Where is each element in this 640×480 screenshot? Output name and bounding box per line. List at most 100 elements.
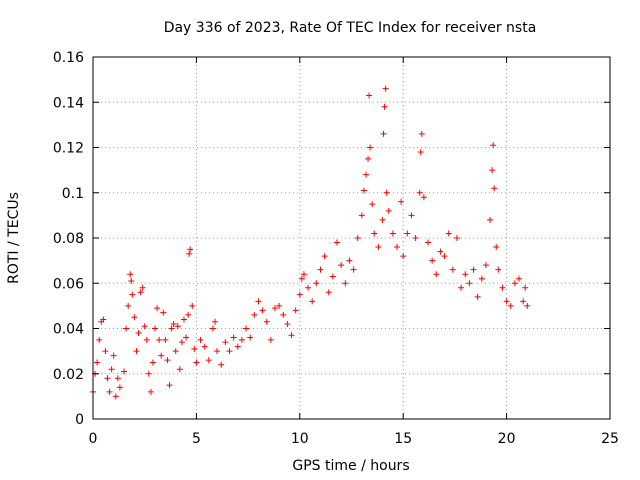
data-point [350,266,357,273]
data-point [168,325,175,332]
data-point [209,325,216,332]
data-point [499,284,506,291]
y-tick-label: 0.04 [53,322,84,338]
data-point [156,336,163,343]
y-tick-label: 0.16 [53,50,84,66]
y-tick-label: 0.1 [62,186,84,202]
data-point [334,239,341,246]
data-point [139,284,146,291]
data-point [123,325,130,332]
data-point [193,359,200,366]
data-point [416,189,423,196]
data-point [205,357,212,364]
data-point [189,302,196,309]
data-point [180,316,187,323]
data-point [280,311,287,318]
data-point [398,198,405,205]
data-point [520,298,527,305]
x-tick-label: 25 [601,431,619,447]
data-point [276,302,283,309]
data-point [367,144,374,151]
y-tick-label: 0 [75,412,84,428]
data-point [267,336,274,343]
data-point [218,361,225,368]
data-point [127,271,134,278]
data-point [201,343,208,350]
data-point [491,185,498,192]
data-point [342,280,349,287]
data-point [474,293,481,300]
data-point [121,368,128,375]
data-point [214,348,221,355]
data-point [141,323,148,330]
data-point [309,298,316,305]
data-point [449,266,456,273]
data-point [197,336,204,343]
data-point [313,280,320,287]
data-point [338,262,345,269]
data-point [495,266,502,273]
data-point [112,393,119,400]
data-point [234,343,241,350]
data-point [503,298,510,305]
data-point [437,248,444,255]
data-point [145,370,152,377]
data-point [110,352,117,359]
data-point [482,262,489,269]
data-point [412,235,419,241]
data-point [288,332,295,339]
data-point [152,325,159,332]
x-tick-label: 5 [192,431,201,447]
x-axis-label: GPS time / hours [292,458,409,474]
data-point [522,284,529,291]
data-point [158,352,165,359]
data-point [263,318,270,325]
x-tick-labels: 0 5 10 15 20 25 [89,431,619,447]
data-point [255,298,262,305]
plot-frame [92,56,611,420]
data-point [417,149,424,156]
y-tick-label: 0.12 [53,141,84,157]
data-point [238,336,245,343]
data-point [271,305,278,312]
data-point [243,325,250,332]
data-point [247,334,254,341]
x-tick-label: 15 [394,431,412,447]
data-point [379,216,386,223]
x-tick-label: 0 [89,431,98,447]
x-tick-label: 10 [291,431,309,447]
data-point [381,103,388,110]
data-point [114,375,121,382]
data-point [441,253,448,260]
data-point [383,189,390,196]
data-point [147,388,154,395]
data-point [96,336,103,343]
data-point [222,339,229,346]
data-point [470,266,477,273]
data-point [133,348,140,355]
data-point [493,244,500,251]
data-point [490,142,497,149]
data-point [178,339,185,346]
data-point [174,323,181,330]
data-point [172,348,179,355]
data-point [226,348,233,355]
data-point [259,307,266,314]
data-point [104,375,111,382]
data-point [380,130,387,137]
data-point [346,257,353,264]
data-point [404,230,411,237]
x-tick-label: 20 [498,431,516,447]
data-point [462,271,469,278]
y-tick-labels: 0 0.02 0.04 0.06 0.08 0.1 0.12 0.14 0.16 [53,50,84,428]
data-point [329,273,336,280]
data-point [360,187,367,194]
data-point [385,207,392,214]
data-point [445,230,452,237]
data-point [369,201,376,208]
data-points [90,85,531,400]
data-point [321,253,328,260]
data-point [106,388,113,395]
data-point [400,253,407,260]
